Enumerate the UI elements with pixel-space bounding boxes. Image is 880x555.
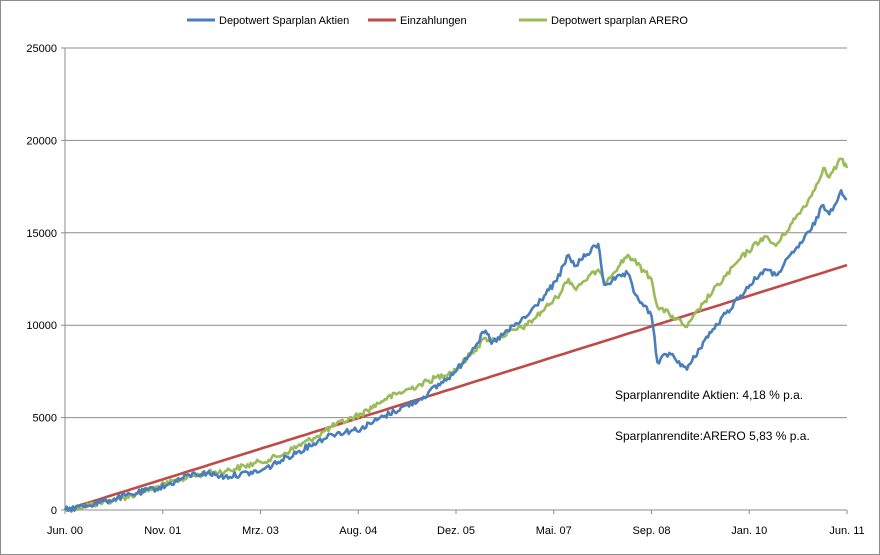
annotation-text: Sparplanrendite:ARERO 5,83 % p.a. — [615, 429, 810, 443]
x-tick-label: Mai. 07 — [536, 525, 572, 537]
legend-label: Depotwert Sparplan Aktien — [219, 15, 349, 27]
y-tick-label: 10000 — [26, 320, 57, 332]
series-line — [63, 189, 848, 513]
x-tick-label: Aug. 04 — [339, 525, 377, 537]
annotation-text: Sparplanrendite Aktien: 4,18 % p.a. — [615, 388, 803, 402]
legend-label: Depotwert sparplan ARERO — [551, 15, 688, 27]
x-tick-label: Dez. 05 — [437, 525, 475, 537]
series-line — [64, 157, 849, 513]
x-tick-label: Nov. 01 — [144, 525, 181, 537]
y-tick-label: 5000 — [33, 413, 57, 425]
x-tick-label: Jun. 11 — [829, 525, 864, 537]
x-tick-label: Jan. 10 — [731, 525, 767, 537]
y-tick-label: 0 — [51, 505, 57, 517]
y-tick-label: 15000 — [26, 228, 57, 240]
y-tick-label: 25000 — [26, 43, 57, 55]
x-tick-label: Mrz. 03 — [242, 525, 279, 537]
x-tick-label: Sep. 08 — [633, 525, 671, 537]
y-tick-label: 20000 — [26, 135, 57, 147]
legend-label: Einzahlungen — [400, 15, 467, 27]
series-line — [64, 263, 848, 512]
x-tick-label: Jun. 00 — [47, 525, 83, 537]
